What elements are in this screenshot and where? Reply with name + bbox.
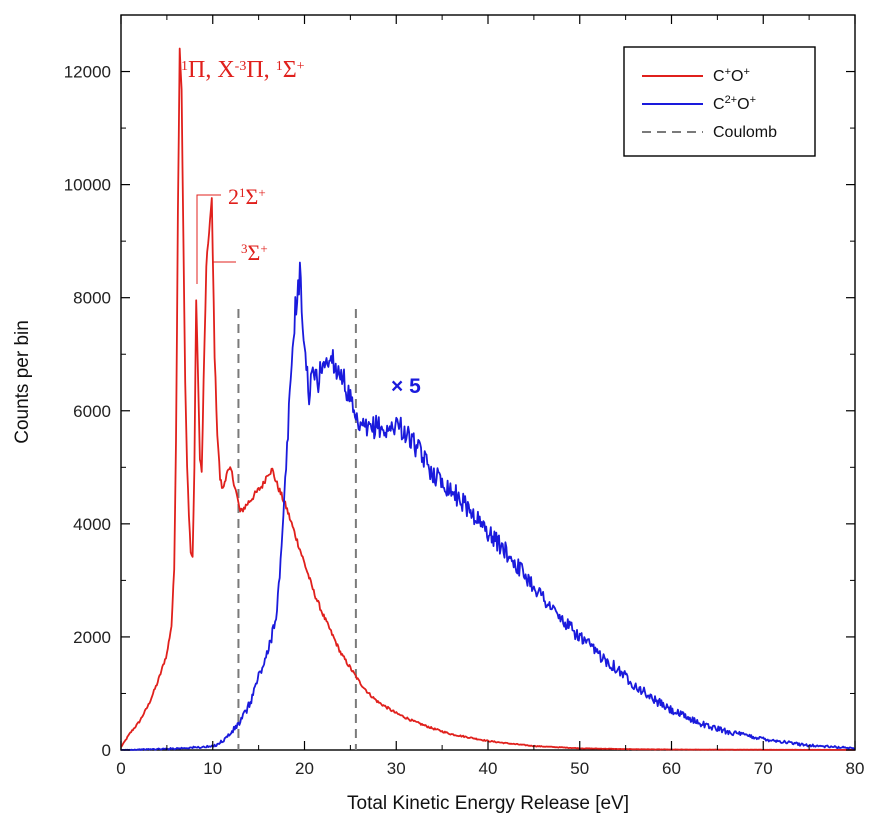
peak-label-2-1-sigma: 21Σ+ [196,184,266,284]
y-tick-label: 12000 [64,63,111,82]
x-tick-label: 20 [295,759,314,778]
legend: C+O+ C2+O+ Coulomb [623,46,816,157]
series-line-c2-o1 [120,261,856,751]
legend-label-c2: C2+O+ [713,94,756,113]
x-tick-label: 30 [387,759,406,778]
y-axis-ticks: 0 2000 4000 6000 8000 10000 12000 [64,63,855,760]
peak-label-ground-states: 1Π, X-3Π, 1Σ+ [181,57,305,83]
scale-annotation: × 5 [391,375,421,398]
svg-text:21Σ+: 21Σ+ [228,184,266,209]
series-line-c1-o1 [120,47,855,751]
y-tick-label: 10000 [64,176,111,195]
legend-label-coulomb: Coulomb [713,124,777,141]
y-tick-label: 6000 [73,402,111,421]
x-tick-label: 10 [203,759,222,778]
y-tick-label: 4000 [73,515,111,534]
y-tick-label: 0 [102,741,111,760]
x-axis-title: Total Kinetic Energy Release [eV] [347,793,629,814]
x-tick-label: 40 [479,759,498,778]
x-tick-label: 0 [116,759,125,778]
x-tick-label: 50 [570,759,589,778]
x-tick-label: 60 [662,759,681,778]
svg-text:1Π, X-3Π, 1Σ+: 1Π, X-3Π, 1Σ+ [181,57,305,83]
svg-text:3Σ+: 3Σ+ [241,240,268,265]
series-layer [120,47,856,751]
y-axis-title: Counts per bin [12,320,33,444]
legend-box [623,46,816,157]
legend-label-c1: C+O+ [713,66,750,85]
x-tick-label: 80 [846,759,865,778]
y-tick-label: 8000 [73,289,111,308]
y-tick-label: 2000 [73,628,111,647]
x-axis-ticks: 0 10 20 30 40 50 60 70 80 [116,15,864,778]
peak-label-3-sigma: 3Σ+ [212,240,268,270]
x-tick-label: 70 [754,759,773,778]
